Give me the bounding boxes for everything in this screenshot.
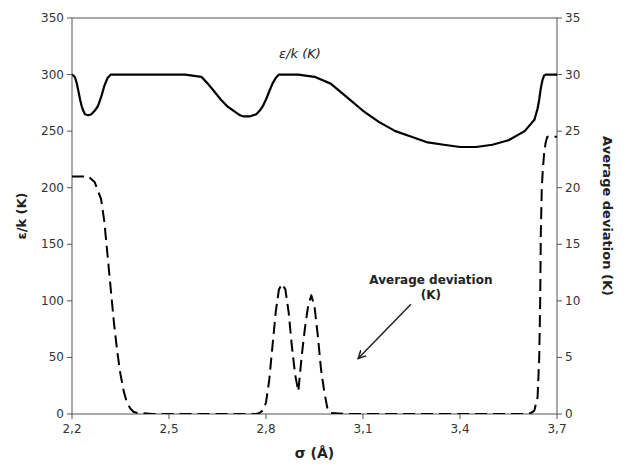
series-line: [72, 137, 557, 414]
y2-tick-label: 20: [565, 181, 580, 195]
x-tick: [266, 414, 267, 419]
y2-tick: [557, 300, 562, 301]
y2-tick-label: 35: [565, 11, 580, 25]
x-tick: [460, 414, 461, 419]
y-tick: [67, 414, 72, 415]
chart-svg: 2,22,52,83,13,43,70501001502002503003500…: [0, 0, 627, 476]
y-tick: [67, 187, 72, 188]
x-tick: [169, 414, 170, 419]
chart-container: 2,22,52,83,13,43,70501001502002503003500…: [0, 0, 627, 476]
y-tick-label: 200: [41, 181, 64, 195]
y2-tick: [557, 244, 562, 245]
y2-tick-label: 30: [565, 68, 580, 82]
y2-tick-label: 25: [565, 124, 580, 138]
x-tick-label: 2,8: [256, 422, 275, 436]
annotation-arrow: [358, 304, 411, 358]
y2-tick-label: 15: [565, 237, 580, 251]
x-tick-label: 2,5: [159, 422, 178, 436]
annotation: ε/k (K): [279, 46, 321, 61]
annotation-line: ε/k (K): [279, 46, 321, 61]
y-tick-label: 50: [49, 350, 64, 364]
y2-tick: [557, 187, 562, 188]
annotation: Average deviation(K): [369, 273, 492, 302]
x-tick: [363, 414, 364, 419]
y-axis-label: ε/k (K): [14, 192, 29, 239]
y2-tick: [557, 357, 562, 358]
y2-tick-label: 10: [565, 294, 580, 308]
series-group: [72, 75, 557, 414]
y-tick-label: 300: [41, 68, 64, 82]
y-tick: [67, 244, 72, 245]
x-tick-label: 2,2: [62, 422, 81, 436]
y2-tick: [557, 414, 562, 415]
plot-frame: [72, 18, 557, 414]
annotation-line: (K): [421, 288, 441, 302]
y-tick-label: 0: [56, 407, 64, 421]
y-tick: [67, 300, 72, 301]
y-tick: [67, 18, 72, 19]
y-tick-label: 350: [41, 11, 64, 25]
y-tick: [67, 131, 72, 132]
y-tick: [67, 74, 72, 75]
x-tick-label: 3,4: [450, 422, 469, 436]
y2-tick: [557, 131, 562, 132]
series-line: [72, 75, 557, 147]
y-tick-label: 150: [41, 237, 64, 251]
y2-tick-label: 0: [565, 407, 573, 421]
x-tick: [557, 414, 558, 419]
y2-tick: [557, 18, 562, 19]
y-tick-label: 250: [41, 124, 64, 138]
x-tick-label: 3,1: [353, 422, 372, 436]
y2-tick: [557, 74, 562, 75]
y-tick: [67, 357, 72, 358]
y2-axis-label: Average deviation (K): [600, 136, 615, 296]
x-tick: [72, 414, 73, 419]
y-tick-label: 100: [41, 294, 64, 308]
annotation-line: Average deviation: [369, 273, 492, 287]
x-tick-label: 3,7: [547, 422, 566, 436]
x-axis-label: σ (Å): [295, 445, 334, 461]
y2-tick-label: 5: [565, 350, 573, 364]
